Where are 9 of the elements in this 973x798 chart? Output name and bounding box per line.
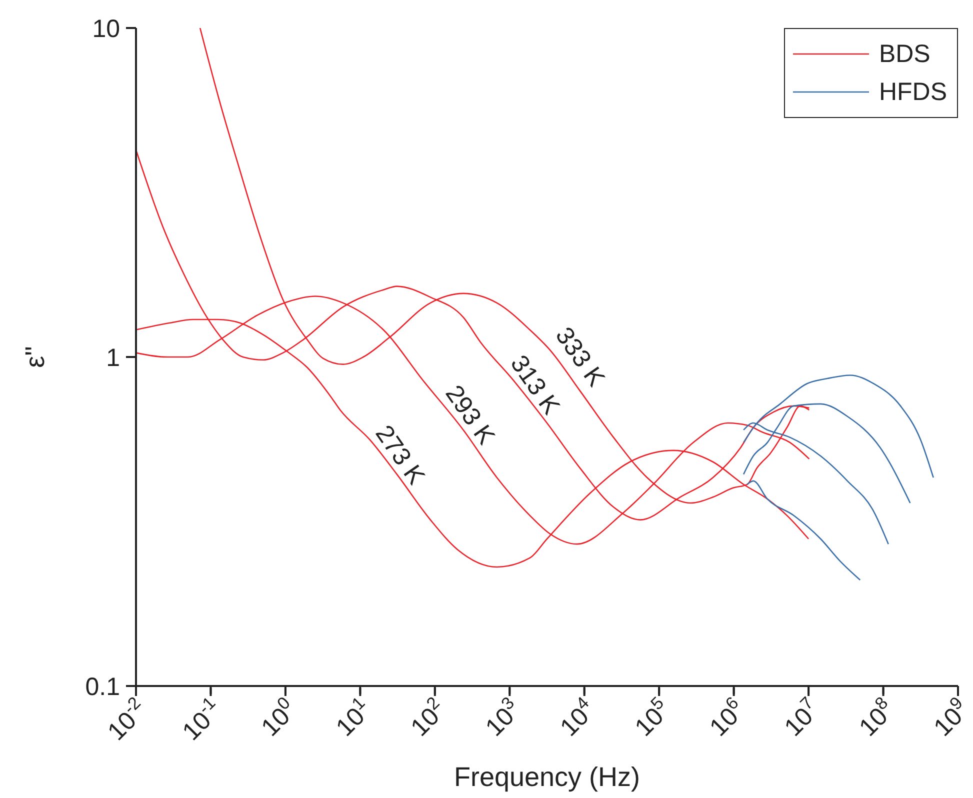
legend-label: HFDS: [878, 78, 947, 106]
x-axis-title: Frequency (Hz): [454, 762, 640, 792]
legend-label: BDS: [878, 40, 930, 68]
annotation: 273 K: [370, 420, 430, 490]
annotation: 293 K: [440, 380, 500, 450]
y-tick-label: 10: [92, 15, 120, 43]
y-tick-label: 1: [106, 344, 120, 372]
y-axis-title: ε": [20, 346, 50, 368]
y-tick-label: 0.1: [85, 673, 120, 701]
